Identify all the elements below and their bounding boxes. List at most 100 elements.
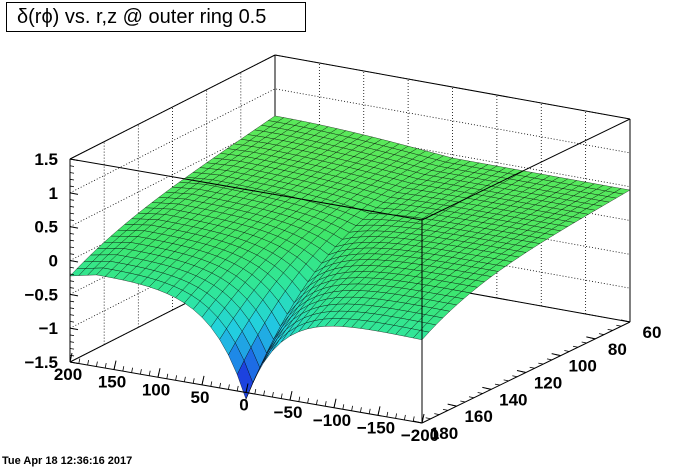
- x-minor-tick: [140, 369, 142, 375]
- x-minor-tick: [307, 398, 309, 404]
- z-minor-tick: [69, 192, 75, 194]
- y-minor-tick: [616, 324, 622, 327]
- z-minor-tick: [69, 280, 75, 282]
- z-minor-tick: [69, 260, 75, 262]
- z-minor-tick: [69, 239, 75, 242]
- x-minor-tick: [184, 376, 186, 382]
- z-minor-tick: [69, 354, 75, 357]
- x-tick-label: 0: [239, 396, 248, 415]
- x-tick-label: 100: [142, 380, 170, 399]
- z-axis: 1.5 1 0.5 0 −0.5 −1 −1.5: [24, 150, 79, 372]
- z-tick-label: 0: [49, 252, 58, 271]
- x-minor-tick: [131, 367, 133, 373]
- z-minor-tick: [69, 348, 75, 350]
- z-tick-label: −1: [39, 319, 58, 338]
- x-axis: 200 150 100 50 0 −50 −100 −150 −200: [54, 352, 439, 445]
- z-tick-label: −1.5: [24, 353, 58, 372]
- y-minor-tick: [538, 362, 544, 365]
- x-minor-tick: [272, 391, 274, 398]
- x-minor-tick: [157, 372, 160, 378]
- surface-cell: [412, 330, 430, 340]
- x-minor-tick: [254, 388, 257, 395]
- z-minor-tick: [69, 327, 75, 330]
- frame-edge: [69, 158, 423, 221]
- x-tick-label: 50: [191, 388, 210, 407]
- y-minor-tick: [468, 396, 475, 399]
- z-minor-tick: [69, 205, 75, 208]
- x-minor-tick: [289, 395, 292, 401]
- y-tick-label: 80: [608, 340, 627, 359]
- x-minor-tick: [360, 407, 362, 413]
- z-minor-tick: [69, 314, 75, 316]
- y-minor-tick: [581, 341, 587, 344]
- x-tick-label: −150: [357, 418, 395, 437]
- x-minor-tick: [351, 405, 353, 411]
- x-minor-tick: [122, 366, 125, 372]
- y-minor-tick: [590, 337, 596, 340]
- y-tick-label: 100: [568, 357, 596, 376]
- y-tick-label: 60: [643, 323, 662, 342]
- y-tick-label: 120: [534, 374, 562, 393]
- y-minor-tick: [442, 408, 449, 411]
- z-minor-tick: [69, 300, 75, 303]
- y-minor-tick: [486, 387, 492, 390]
- x-minor-tick: [104, 363, 107, 369]
- x-minor-tick: [333, 402, 336, 408]
- z-tick-label: −0.5: [24, 285, 58, 304]
- y-minor-tick: [512, 375, 518, 378]
- y-minor-tick: [451, 404, 457, 407]
- x-tick-label: 200: [54, 365, 82, 384]
- z-minor-tick: [69, 293, 75, 296]
- x-minor-tick: [368, 408, 371, 414]
- x-minor-tick: [175, 375, 177, 381]
- y-axis: 60 80 100 120 140 160 180: [412, 319, 662, 443]
- x-minor-tick: [148, 370, 151, 376]
- y-minor-tick: [546, 358, 553, 361]
- x-minor-tick: [96, 361, 98, 367]
- x-minor-tick: [386, 411, 389, 417]
- frame-edge: [274, 54, 631, 120]
- z-minor-tick: [69, 219, 75, 221]
- z-tick-label: 1: [49, 184, 58, 203]
- y-minor-tick: [460, 400, 466, 403]
- y-minor-tick: [564, 350, 570, 352]
- x-minor-tick: [210, 381, 213, 387]
- x-minor-tick: [219, 382, 221, 389]
- surface-mesh: [69, 115, 631, 400]
- y-minor-tick: [529, 366, 535, 369]
- z-minor-tick: [69, 361, 75, 364]
- z-minor-tick: [69, 226, 75, 228]
- x-minor-tick: [192, 378, 195, 384]
- x-minor-tick: [342, 404, 345, 410]
- x-tick-label: −100: [313, 411, 351, 430]
- z-minor-tick: [69, 212, 75, 215]
- z-minor-tick: [69, 172, 75, 174]
- y-tick-label: 160: [464, 407, 492, 426]
- z-minor-tick: [69, 185, 75, 188]
- x-minor-tick: [316, 399, 318, 405]
- x-minor-tick: [404, 414, 406, 421]
- x-minor-tick: [201, 379, 204, 385]
- z-minor-tick: [69, 334, 75, 337]
- x-minor-tick: [421, 417, 424, 424]
- x-tick-label: −200: [401, 426, 439, 445]
- x-minor-tick: [87, 359, 89, 366]
- z-minor-tick: [69, 287, 75, 289]
- x-minor-tick: [245, 387, 248, 393]
- y-minor-tick: [555, 354, 561, 357]
- y-minor-tick: [572, 345, 579, 348]
- z-minor-tick: [69, 253, 75, 255]
- x-minor-tick: [377, 410, 380, 416]
- x-minor-tick: [78, 358, 81, 364]
- y-minor-tick: [425, 417, 431, 420]
- x-minor-tick: [298, 396, 301, 402]
- z-minor-tick: [69, 233, 75, 235]
- x-minor-tick: [263, 390, 265, 396]
- chart-title: δ(rϕ) vs. r,z @ outer ring 0.5: [6, 2, 306, 32]
- y-minor-tick: [598, 333, 605, 336]
- z-minor-tick: [69, 273, 75, 276]
- x-minor-tick: [236, 385, 239, 392]
- y-minor-tick: [607, 329, 613, 331]
- x-tick-label: −50: [274, 403, 303, 422]
